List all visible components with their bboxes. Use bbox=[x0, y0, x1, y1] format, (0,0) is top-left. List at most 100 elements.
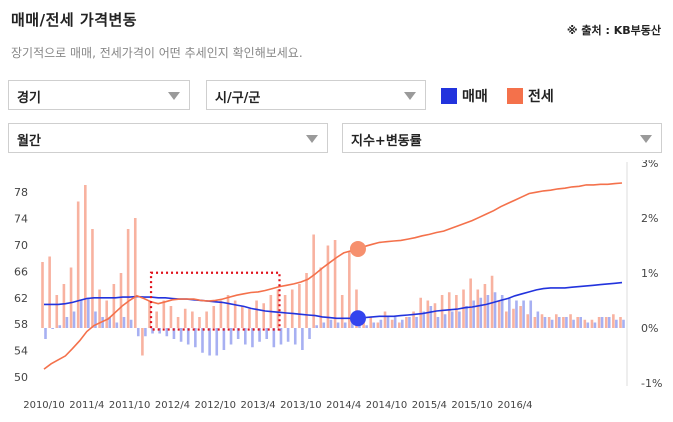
sale-change-bar bbox=[51, 328, 54, 329]
sale-change-bar bbox=[500, 295, 504, 328]
region-select[interactable]: 경기 bbox=[8, 80, 190, 110]
right-axis-tick: 1% bbox=[641, 267, 658, 280]
sale-change-bar bbox=[408, 317, 411, 328]
jeonse-change-bar bbox=[419, 297, 422, 328]
sale-change-bar bbox=[186, 328, 190, 345]
highlight-box bbox=[149, 271, 281, 331]
jeonse-change-bar bbox=[455, 295, 458, 328]
left-axis-tick: 78 bbox=[14, 186, 28, 199]
period-select-value: 월간 bbox=[17, 134, 41, 149]
legend-jeonse[interactable]: 전세 bbox=[507, 86, 554, 106]
jeonse-change-bar bbox=[355, 289, 358, 328]
jeonse-change-bar bbox=[505, 311, 508, 328]
jeonse-change-bar bbox=[562, 317, 565, 328]
jeonse-change-bar bbox=[105, 300, 109, 328]
jeonse-change-bar bbox=[112, 284, 116, 328]
jeonse-change-bar bbox=[91, 229, 94, 328]
right-axis-tick: 3% bbox=[641, 160, 658, 170]
jeonse-change-bar bbox=[55, 295, 59, 328]
jeonse-change-bar bbox=[476, 289, 480, 328]
sale-change-bar bbox=[515, 300, 518, 328]
jeonse-change-bar bbox=[155, 311, 158, 328]
x-axis-tick: 2010/10 bbox=[23, 400, 65, 411]
jeonse-change-bar bbox=[576, 317, 579, 328]
jeonse-change-bar bbox=[255, 300, 258, 328]
jeonse-change-bar bbox=[597, 317, 601, 328]
page-title: 매매/전세 가격변동 bbox=[11, 11, 138, 29]
sale-change-bar bbox=[465, 306, 468, 328]
jeonse-change-bar bbox=[412, 311, 415, 328]
sale-change-bar bbox=[286, 328, 290, 342]
jeonse-change-bar bbox=[369, 317, 373, 328]
sale-change-bar bbox=[415, 317, 418, 328]
jeonse-change-bar bbox=[212, 306, 216, 328]
chevron-down-icon bbox=[640, 135, 652, 143]
sale-change-bar bbox=[543, 317, 547, 328]
sale-change-bar bbox=[393, 317, 397, 328]
legend-sale[interactable]: 매매 bbox=[441, 86, 488, 106]
jeonse-swatch-icon bbox=[507, 88, 523, 104]
price-change-chart: 78 74 70 66 62 58 54 50 3% 2% 1% 0% -1% 2010/10 2011/4… bbox=[14, 160, 662, 411]
sale-change-bar bbox=[265, 328, 269, 339]
metric-select[interactable]: 지수+변동률 bbox=[342, 123, 662, 153]
sale-marker-point[interactable] bbox=[349, 310, 366, 327]
jeonse-change-bar bbox=[497, 300, 501, 328]
jeonse-change-bar bbox=[512, 308, 515, 328]
sale-change-bar bbox=[586, 322, 590, 328]
chevron-down-icon bbox=[404, 92, 416, 100]
sale-change-bar bbox=[272, 328, 276, 348]
sale-change-bar bbox=[529, 300, 533, 328]
jeonse-change-bar bbox=[98, 289, 101, 328]
jeonse-change-bar bbox=[440, 295, 444, 328]
sale-change-bar bbox=[486, 295, 490, 328]
sale-change-bar bbox=[72, 311, 76, 328]
sale-swatch-icon bbox=[441, 88, 457, 104]
jeonse-change-bar bbox=[191, 311, 194, 328]
jeonse-change-bar bbox=[333, 240, 337, 328]
x-axis-tick: 2015/10 bbox=[451, 400, 493, 411]
left-axis-tick: 62 bbox=[14, 292, 28, 305]
x-axis-tick: 2011/4 bbox=[69, 400, 104, 411]
sale-change-bar bbox=[194, 328, 197, 348]
jeonse-change-bar bbox=[226, 295, 230, 328]
sale-change-bar bbox=[151, 328, 154, 334]
sale-change-bar bbox=[44, 328, 47, 339]
jeonse-change-bar bbox=[133, 218, 137, 328]
jeonse-change-bar bbox=[283, 295, 287, 328]
jeonse-change-bar bbox=[241, 306, 244, 328]
jeonse-change-bar bbox=[219, 300, 223, 328]
sale-change-bar bbox=[386, 317, 390, 328]
region-select-value: 경기 bbox=[17, 91, 41, 106]
jeonse-change-bar bbox=[198, 317, 201, 328]
sale-change-bar bbox=[565, 317, 568, 328]
jeonse-change-bar bbox=[76, 201, 80, 328]
jeonse-change-bar bbox=[248, 308, 251, 328]
sale-change-bar bbox=[208, 328, 211, 356]
jeonse-marker-point[interactable] bbox=[349, 240, 366, 257]
sale-change-bar bbox=[450, 311, 454, 328]
jeonse-change-bar bbox=[126, 229, 130, 328]
legend-jeonse-label: 전세 bbox=[528, 89, 554, 105]
x-axis-tick: 2015/4 bbox=[412, 400, 447, 411]
sale-change-bar bbox=[472, 300, 475, 328]
sale-change-bar bbox=[443, 314, 447, 328]
sale-change-bar bbox=[65, 317, 69, 328]
jeonse-change-bar bbox=[41, 262, 44, 328]
jeonse-change-bar bbox=[604, 317, 608, 328]
jeonse-change-bar bbox=[547, 317, 551, 328]
sale-change-bar bbox=[87, 297, 90, 328]
district-select[interactable]: 시/구/군 bbox=[206, 80, 426, 110]
sale-change-bar bbox=[179, 328, 183, 342]
sale-change-bar bbox=[579, 317, 582, 328]
sale-change-bar bbox=[122, 317, 126, 328]
left-axis-tick: 50 bbox=[14, 371, 28, 384]
period-select[interactable]: 월간 bbox=[8, 123, 328, 153]
jeonse-change-bar bbox=[141, 328, 144, 356]
chevron-down-icon bbox=[168, 92, 180, 100]
sale-change-bar bbox=[508, 297, 511, 328]
sale-change-bar bbox=[572, 319, 575, 328]
sale-change-bar bbox=[201, 328, 204, 353]
sale-change-bar bbox=[400, 319, 404, 328]
sale-change-bar bbox=[329, 319, 333, 328]
sale-change-bar bbox=[101, 317, 104, 328]
